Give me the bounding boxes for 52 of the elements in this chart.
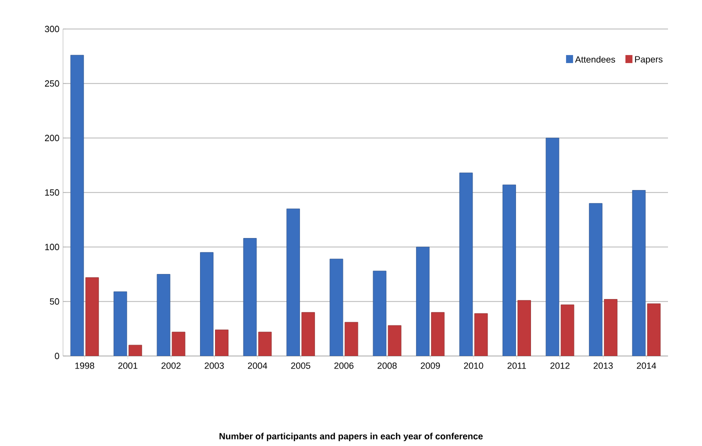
bar xyxy=(301,312,315,356)
legend-label: Attendees xyxy=(575,56,616,63)
bar xyxy=(459,172,473,356)
bar xyxy=(172,332,186,356)
bar xyxy=(474,313,488,356)
x-tick-label: 2004 xyxy=(248,362,268,369)
y-tick-label: 250 xyxy=(44,80,60,87)
bar xyxy=(330,258,344,356)
bar xyxy=(200,252,214,356)
bar xyxy=(243,238,257,356)
bar xyxy=(372,270,386,356)
bar xyxy=(546,138,560,356)
bar xyxy=(518,300,531,356)
bar xyxy=(286,208,300,356)
y-tick-label: 50 xyxy=(50,298,60,305)
bar xyxy=(431,312,445,356)
y-tick-label: 100 xyxy=(45,244,60,250)
x-tick-label: 2006 xyxy=(334,362,354,369)
bar xyxy=(156,274,170,356)
x-tick-label: 2012 xyxy=(550,362,570,369)
bar xyxy=(632,190,646,356)
bar xyxy=(128,344,142,356)
y-tick-label: 150 xyxy=(45,189,60,196)
bar xyxy=(215,330,228,356)
x-tick-label: 2014 xyxy=(636,362,656,369)
bar xyxy=(388,325,402,356)
bar xyxy=(416,246,430,356)
bar xyxy=(647,303,661,356)
y-tick-label: 300 xyxy=(44,26,60,32)
x-tick-label: 2003 xyxy=(204,362,224,369)
legend-label: Papers xyxy=(635,56,662,64)
bar xyxy=(604,299,618,356)
x-tick-label: 1998 xyxy=(75,362,94,369)
bar xyxy=(502,184,516,356)
x-tick-label: 2011 xyxy=(508,362,526,369)
y-tick-label: 0 xyxy=(54,352,60,360)
bar xyxy=(258,332,272,356)
x-tick-label: 2010 xyxy=(464,362,484,369)
bar xyxy=(560,304,574,356)
bar xyxy=(85,277,99,356)
bar xyxy=(70,54,84,356)
x-tick-label: 2001 xyxy=(118,362,138,369)
bar xyxy=(114,291,128,356)
y-tick-label: 200 xyxy=(44,134,60,142)
x-tick-label: 2013 xyxy=(594,362,613,369)
x-tick-label: 2002 xyxy=(162,362,181,369)
x-tick-label: 2009 xyxy=(420,362,440,369)
x-tick-label: 2008 xyxy=(378,362,397,369)
text: Number of participants and papers in each year of conference xyxy=(220,432,483,442)
x-tick-label: 2005 xyxy=(291,362,310,369)
bar xyxy=(588,203,602,356)
bar xyxy=(344,322,358,356)
